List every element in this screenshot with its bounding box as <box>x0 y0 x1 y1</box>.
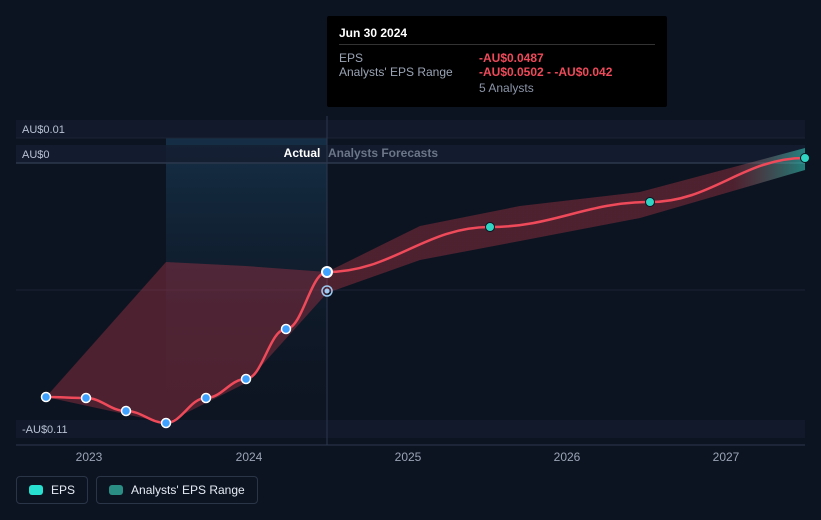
legend-label: EPS <box>51 483 75 497</box>
svg-text:2026: 2026 <box>554 450 581 464</box>
tooltip-row: EPS-AU$0.0487 <box>339 51 655 65</box>
legend-swatch-eps <box>29 485 43 495</box>
tooltip-date: Jun 30 2024 <box>339 26 655 40</box>
svg-text:Actual: Actual <box>284 146 321 160</box>
legend-item-eps[interactable]: EPS <box>16 476 88 504</box>
svg-text:2027: 2027 <box>713 450 740 464</box>
tooltip-subtext: 5 Analysts <box>479 81 655 95</box>
tooltip-key: Analysts' EPS Range <box>339 65 479 79</box>
svg-text:-AU$0.11: -AU$0.11 <box>22 424 68 436</box>
svg-text:AU$0: AU$0 <box>22 149 50 161</box>
eps-forecast-chart: AU$0.01 AU$0 -AU$0.11 Actual Analysts Foreca… <box>0 0 821 520</box>
legend-swatch-range <box>109 485 123 495</box>
tooltip-key: EPS <box>339 51 479 65</box>
legend: EPS Analysts' EPS Range <box>16 476 258 504</box>
svg-text:2024: 2024 <box>236 450 263 464</box>
svg-text:2025: 2025 <box>395 450 422 464</box>
svg-text:Analysts Forecasts: Analysts Forecasts <box>328 146 438 160</box>
tooltip-value: -AU$0.0502 - -AU$0.042 <box>479 65 655 79</box>
svg-text:AU$0.01: AU$0.01 <box>22 124 65 136</box>
legend-item-range[interactable]: Analysts' EPS Range <box>96 476 258 504</box>
tooltip-value: -AU$0.0487 <box>479 51 655 65</box>
chart-tooltip: Jun 30 2024 EPS-AU$0.0487Analysts' EPS R… <box>327 16 667 107</box>
legend-label: Analysts' EPS Range <box>131 483 245 497</box>
tooltip-row: Analysts' EPS Range-AU$0.0502 - -AU$0.04… <box>339 65 655 79</box>
svg-text:2023: 2023 <box>76 450 103 464</box>
